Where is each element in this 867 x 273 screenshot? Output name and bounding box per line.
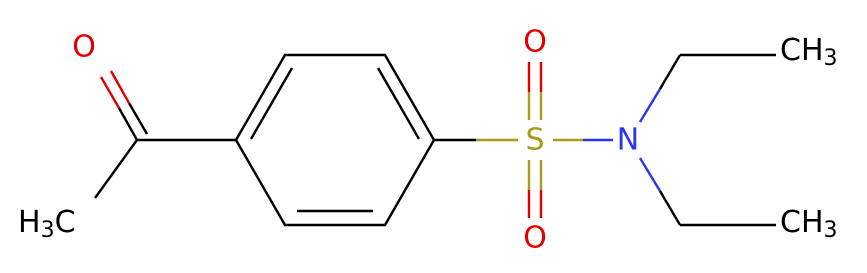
benzene-ring xyxy=(234,53,436,227)
atom-part: C xyxy=(55,205,76,240)
atom-label: H3C xyxy=(18,205,76,243)
bond xyxy=(249,67,294,140)
atom-subscript: 3 xyxy=(824,46,838,71)
bond xyxy=(109,70,131,104)
atom-label: CH3 xyxy=(780,205,838,243)
atom-label: S xyxy=(525,123,544,158)
bond xyxy=(658,190,682,226)
bond xyxy=(638,157,662,192)
atom-subscript: 3 xyxy=(824,218,838,243)
atom-label: O xyxy=(523,221,547,256)
atom-label: O xyxy=(72,30,96,65)
atom-label: CH3 xyxy=(780,33,838,71)
atom-label: O xyxy=(523,25,547,60)
bond xyxy=(376,67,421,140)
atom-part: H xyxy=(18,205,41,240)
bond xyxy=(117,107,139,141)
bond xyxy=(127,102,149,135)
atom-labels: O H3C S O O N CH3 CH3 xyxy=(18,25,838,256)
bond xyxy=(94,139,138,199)
atom-part: CH xyxy=(780,205,824,240)
atom-label: N xyxy=(617,123,639,158)
bond xyxy=(99,76,121,109)
bonds xyxy=(94,53,776,227)
bond xyxy=(638,88,662,123)
atom-part: CH xyxy=(780,33,824,68)
bond xyxy=(658,54,682,90)
atom-subscript: 3 xyxy=(41,218,55,243)
